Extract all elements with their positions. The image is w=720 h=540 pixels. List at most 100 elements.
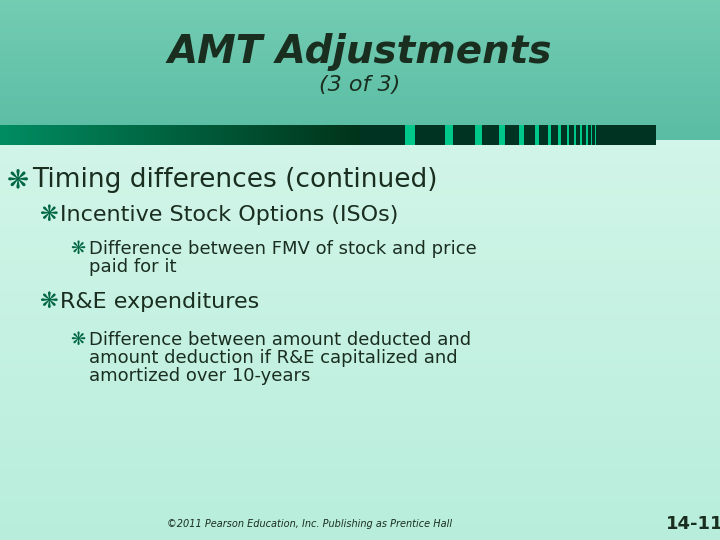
Bar [0,192,720,193]
Bar [0,60,720,61]
Bar [17,125,18,145]
Bar [0,296,720,297]
Bar [0,136,720,137]
Bar [0,495,720,496]
Bar [0,2,720,3]
Bar [0,111,720,112]
Bar [122,125,123,145]
Bar [505,125,519,145]
Bar [0,397,720,398]
Bar [256,125,257,145]
Bar [0,221,720,222]
Bar [84,125,85,145]
Bar [104,125,105,145]
Bar [0,457,720,458]
Bar [102,125,103,145]
Bar [145,125,146,145]
Bar [165,125,166,145]
Bar [233,125,234,145]
Bar [83,125,84,145]
Bar [0,429,720,430]
Bar [0,215,720,216]
Bar [192,125,193,145]
Bar [139,125,140,145]
Bar [0,125,1,145]
Bar [0,253,720,254]
Bar [75,125,76,145]
Bar [0,381,720,382]
Bar [0,504,720,505]
Bar [291,125,292,145]
Bar [22,125,23,145]
Bar [0,509,720,510]
Bar [219,125,220,145]
Bar [302,125,303,145]
Bar [126,125,127,145]
Bar [0,84,720,85]
Bar [0,534,720,535]
Bar [0,539,720,540]
Bar [0,521,720,522]
Bar [0,232,720,233]
Bar [0,98,720,99]
Bar [48,125,49,145]
Bar [0,229,720,230]
Bar [0,337,720,338]
Bar [0,422,720,423]
Bar [147,125,148,145]
Bar [338,125,339,145]
Bar [0,235,720,236]
Bar [0,401,720,402]
Bar [548,125,551,145]
Bar [323,125,324,145]
Bar [0,157,720,158]
Bar [90,125,91,145]
Bar [0,510,720,511]
Bar [0,347,720,348]
Bar [0,319,720,320]
Bar [0,492,720,493]
Bar [0,71,720,72]
Bar [133,125,134,145]
Bar [353,125,354,145]
Bar [0,216,720,217]
Bar [281,125,282,145]
Bar [0,214,720,215]
Bar [92,125,93,145]
Bar [0,446,720,447]
Bar [0,162,720,163]
Bar [263,125,264,145]
Bar [125,125,126,145]
Bar [339,125,340,145]
Bar [0,468,720,469]
Bar [0,217,720,218]
Bar [0,527,720,528]
Bar [0,176,720,177]
Bar [0,454,720,455]
Bar [0,203,720,204]
Bar [0,405,720,406]
Bar [74,125,75,145]
Bar [0,204,720,205]
Bar [0,89,720,90]
Bar [41,125,42,145]
Bar [0,536,720,537]
Bar [0,26,720,27]
Bar [0,424,720,425]
Bar [0,519,720,520]
Bar [202,125,203,145]
Bar [0,525,720,526]
Bar [0,316,720,317]
Bar [0,448,720,449]
Bar [283,125,284,145]
Bar [0,280,720,281]
Bar [335,125,336,145]
Bar [0,432,720,433]
Bar [61,125,62,145]
Bar [26,125,27,145]
Bar [0,528,720,529]
Bar [309,125,310,145]
Bar [0,212,720,213]
Bar [43,125,44,145]
Bar [70,125,71,145]
